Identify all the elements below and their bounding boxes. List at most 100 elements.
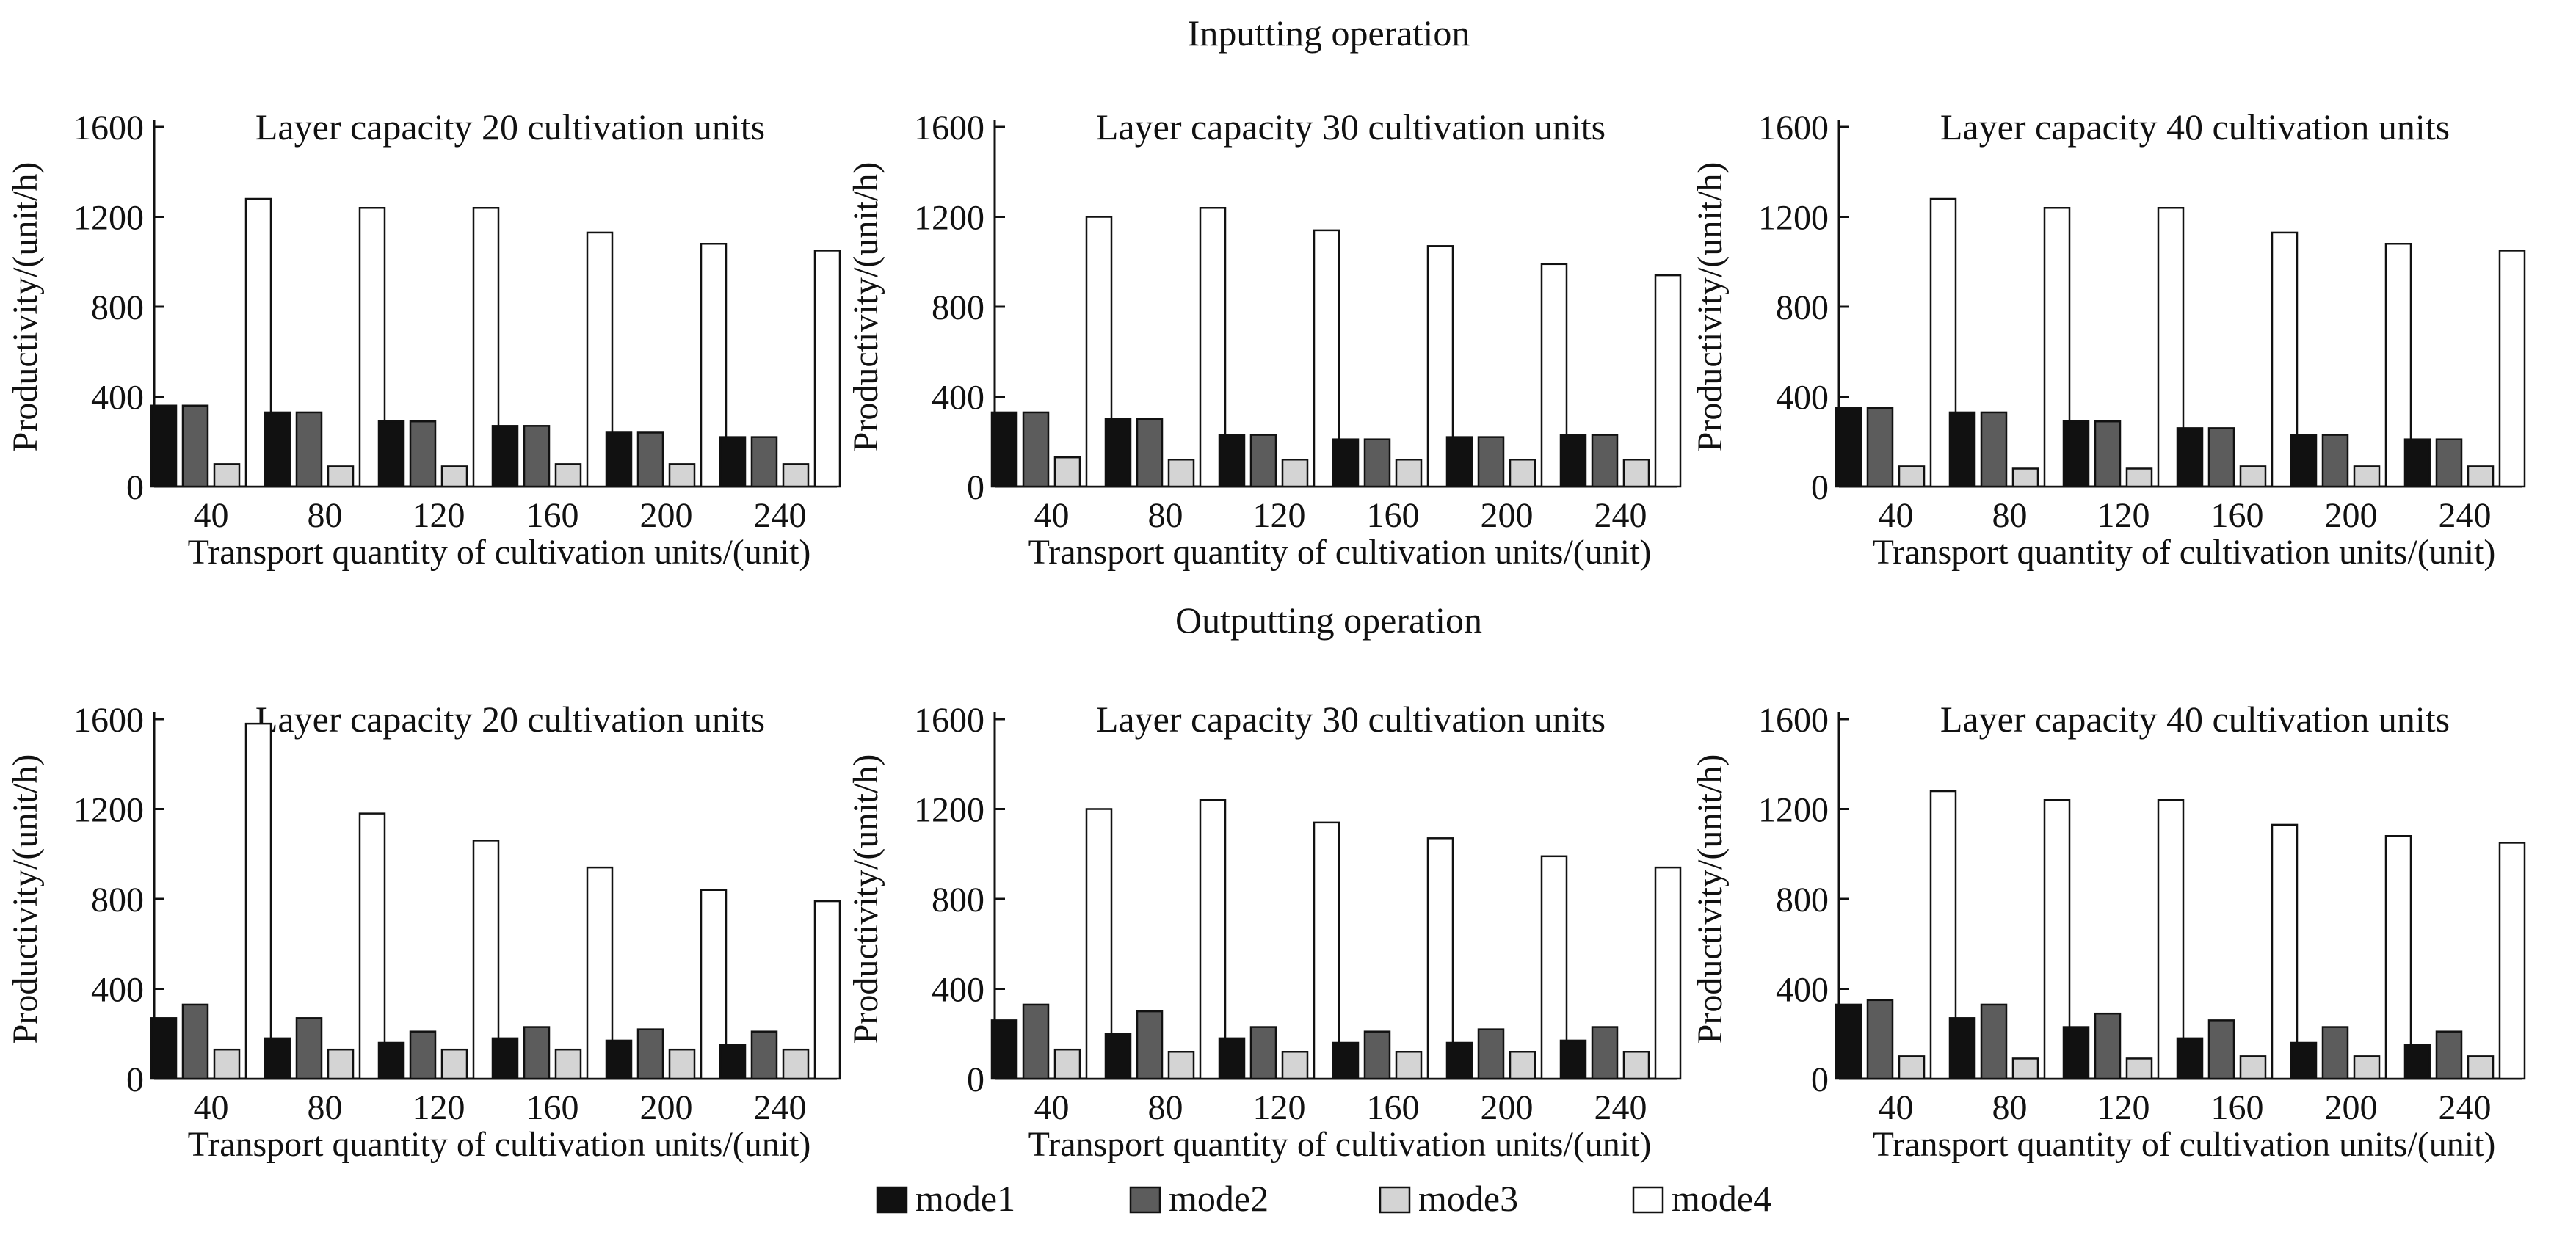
chart-title: Layer capacity 20 cultivation units xyxy=(255,699,765,740)
chart-title: Layer capacity 40 cultivation units xyxy=(1940,106,2450,148)
y-tick-label: 400 xyxy=(932,379,984,418)
bar-mode2-40 xyxy=(181,404,209,488)
x-tick-label: 120 xyxy=(1253,1088,1306,1127)
chart-title: Layer capacity 40 cultivation units xyxy=(1940,699,2450,740)
bar-mode2-80 xyxy=(295,1017,323,1080)
bar-mode3-200 xyxy=(668,1048,696,1080)
section-title-inputting: Inputting operation xyxy=(1188,12,1470,54)
y-axis-label: Productivity/(unit/h) xyxy=(846,162,885,452)
chart-panel-5: 0 400 800 1200 1600 Productivity/(unit/h) Laye… xyxy=(846,699,1682,1164)
bar-mode3-240 xyxy=(782,1048,810,1080)
x-tick-label: 240 xyxy=(754,496,807,535)
bar-mode2-160 xyxy=(2207,1019,2235,1080)
bar-mode2-40 xyxy=(1022,411,1050,488)
y-tick-label: 1200 xyxy=(914,791,984,830)
bar-mode2-120 xyxy=(409,1030,437,1080)
bar-mode2-240 xyxy=(1591,434,1619,488)
bar-mode3-240 xyxy=(2467,465,2495,488)
bar-mode3-160 xyxy=(2239,465,2267,488)
bar-mode2-240 xyxy=(2435,438,2463,488)
y-tick-label: 0 xyxy=(1811,1060,1829,1099)
x-tick-label: 120 xyxy=(2097,1088,2150,1127)
bar-mode1-160 xyxy=(2176,427,2204,488)
bar-mode3-160 xyxy=(554,463,582,488)
x-tick-label: 200 xyxy=(1481,1088,1534,1127)
y-tick-label: 400 xyxy=(1776,379,1829,418)
bar-mode3-80 xyxy=(1167,459,1195,488)
bar-mode3-40 xyxy=(1898,465,1926,488)
x-tick-label: 200 xyxy=(640,1088,693,1127)
bar-mode3-200 xyxy=(2353,1055,2381,1080)
chart-panel-4: 0 400 800 1200 1600 Productivity/(unit/h) Laye… xyxy=(6,699,841,1164)
chart-panels: 040080012001600Productivity/(unit/h)Laye… xyxy=(6,106,2526,1164)
bar-mode4-40 xyxy=(244,722,272,1080)
bar-mode3-120 xyxy=(440,465,468,488)
bar-mode1-40 xyxy=(150,404,178,488)
bar-mode3-80 xyxy=(1167,1051,1195,1080)
y-tick-label: 800 xyxy=(91,881,144,919)
bar-mode2-120 xyxy=(1249,434,1277,488)
x-tick-label: 200 xyxy=(1481,496,1534,535)
bar-mode1-240 xyxy=(719,1044,747,1080)
y-tick-label: 1200 xyxy=(73,791,144,830)
x-tick-label: 120 xyxy=(2097,496,2150,535)
y-tick-label: 0 xyxy=(126,468,144,507)
legend-swatch-mode2 xyxy=(1129,1186,1161,1214)
bar-mode1-120 xyxy=(377,420,405,488)
x-tick-label: 160 xyxy=(2211,1088,2264,1127)
x-tick-label: 40 xyxy=(194,1088,229,1127)
bar-mode4-240 xyxy=(2498,250,2526,488)
bar-mode4-240 xyxy=(813,900,841,1080)
bar-mode2-80 xyxy=(295,411,323,488)
bar-mode1-200 xyxy=(1445,436,1473,488)
bar-mode3-120 xyxy=(2125,467,2153,488)
legend-label-mode1: mode1 xyxy=(915,1178,1015,1219)
bar-mode2-80 xyxy=(1136,1010,1164,1080)
y-tick-label: 1600 xyxy=(73,109,144,148)
y-axis-label: Productivity/(unit/h) xyxy=(6,162,45,452)
bar-mode3-40 xyxy=(1898,1055,1926,1080)
chart-title: Layer capacity 30 cultivation units xyxy=(1096,106,1606,148)
bar-mode1-40 xyxy=(990,1019,1018,1080)
bar-mode1-80 xyxy=(1104,418,1132,488)
legend-swatch-mode3 xyxy=(1379,1186,1411,1214)
x-tick-label: 240 xyxy=(2439,1088,2492,1127)
bar-mode2-160 xyxy=(523,1026,551,1080)
bar-mode2-240 xyxy=(1591,1026,1619,1080)
x-tick-label: 240 xyxy=(1594,1088,1647,1127)
x-tick-label: 200 xyxy=(2325,496,2378,535)
legend-label-mode2: mode2 xyxy=(1169,1178,1269,1219)
bar-mode1-120 xyxy=(1218,434,1246,488)
x-tick-label: 160 xyxy=(526,1088,579,1127)
x-tick-label: 80 xyxy=(1148,1088,1183,1127)
x-tick-label: 120 xyxy=(1253,496,1306,535)
section-title-outputting: Outputting operation xyxy=(1175,600,1482,641)
x-tick-label: 120 xyxy=(413,1088,465,1127)
bar-mode2-160 xyxy=(1363,1030,1391,1080)
bar-mode1-80 xyxy=(1104,1033,1132,1080)
chart-panel-2: 0 400 800 1200 1600 Productivity/(unit/h) Laye… xyxy=(846,106,1682,572)
x-axis-label: Transport quantity of cultivation units/… xyxy=(1873,533,2496,572)
y-tick-label: 1600 xyxy=(73,701,144,740)
y-tick-label: 1200 xyxy=(1758,791,1829,830)
bar-mode3-160 xyxy=(1395,459,1423,488)
bar-mode3-240 xyxy=(782,463,810,488)
bar-mode1-120 xyxy=(2062,420,2090,488)
bar-mode1-160 xyxy=(491,425,519,488)
bar-mode4-200 xyxy=(2384,835,2412,1080)
bar-mode3-200 xyxy=(1509,459,1536,488)
legend: mode1 mode2 mode3 mode4 xyxy=(876,1178,1771,1219)
bar-mode1-80 xyxy=(264,1037,291,1080)
bar-mode2-240 xyxy=(750,436,778,488)
y-tick-label: 400 xyxy=(91,971,144,1010)
y-tick-label: 1600 xyxy=(1758,701,1829,740)
bar-mode1-80 xyxy=(264,411,291,488)
bar-mode1-80 xyxy=(1948,1017,1976,1080)
y-tick-label: 800 xyxy=(1776,288,1829,327)
y-tick-label: 1600 xyxy=(914,109,984,148)
bar-mode1-200 xyxy=(605,1039,633,1080)
bar-mode3-40 xyxy=(1053,1048,1081,1080)
x-tick-label: 160 xyxy=(2211,496,2264,535)
bar-mode3-160 xyxy=(1395,1051,1423,1080)
bar-mode3-160 xyxy=(2239,1055,2267,1080)
